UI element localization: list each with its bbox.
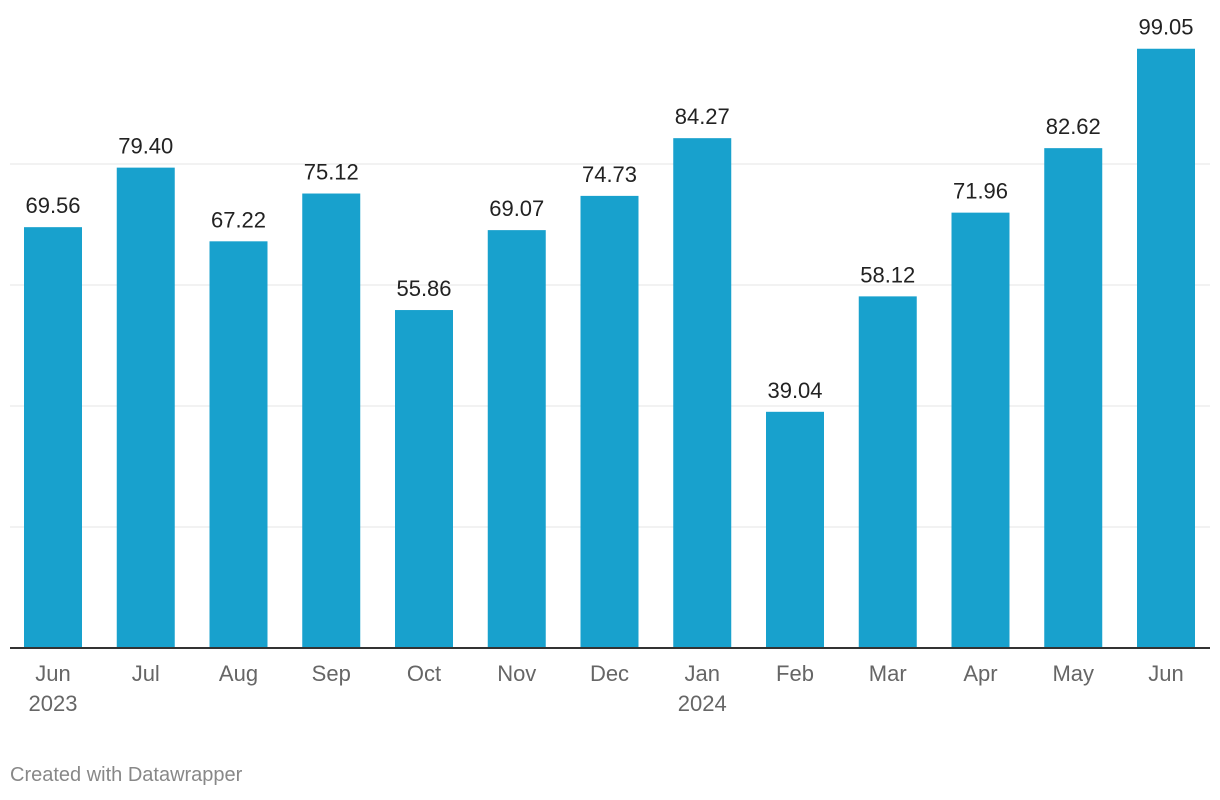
bar-13 [1137,48,1195,649]
x-tick-label-5: Oct [407,661,441,686]
x-tick-label-13: Jun [1148,661,1183,686]
bar-2 [116,167,175,648]
bar-chart: 69.56 Jun 2023 79.40 Jul 67.22 Aug 75.12 Sep 55.8… [10,15,1210,716]
value-label-4: 75.12 [304,160,359,185]
x-tick-label-11: Apr [963,661,997,686]
x-tick-label-9: Feb [776,661,814,686]
x-tick-label-1-year: 2023 [29,691,78,716]
x-tick-label-7: Dec [590,661,629,686]
value-label-1: 69.56 [25,193,80,218]
credit-text[interactable]: Created with Datawrapper [10,764,243,786]
x-tick-label-3: Aug [219,661,258,686]
x-tick-label-10: Mar [869,661,907,686]
value-label-13: 99.05 [1138,15,1193,40]
value-label-3: 67.22 [211,207,266,232]
x-tick-label-8-year: 2024 [678,691,727,716]
x-tick-label-2: Jul [132,661,160,686]
value-label-8: 84.27 [675,104,730,129]
bar-5 [395,310,453,648]
x-tick-label-4: Sep [312,661,351,686]
bar-7 [580,195,639,649]
bar-1 [24,227,82,649]
bar-8 [673,138,732,648]
value-label-6: 69.07 [489,196,544,221]
value-label-10: 58.12 [860,262,915,287]
bar-4 [302,193,361,649]
bar-12 [1044,148,1103,649]
value-label-2: 79.40 [118,134,173,159]
x-tick-label-8: Jan [685,661,720,686]
x-tick-label-6: Nov [497,661,536,686]
value-label-5: 55.86 [396,276,451,301]
x-tick-label-1: Jun [35,661,70,686]
bar-3 [209,241,268,648]
value-label-12: 82.62 [1046,114,1101,139]
value-label-9: 39.04 [767,378,822,403]
value-label-11: 71.96 [953,179,1008,204]
x-tick-label-12: May [1052,661,1094,686]
bar-10 [858,296,917,648]
value-label-7: 74.73 [582,162,637,187]
bar-11 [951,212,1010,648]
bar-6 [487,230,546,648]
bar-9 [766,411,824,648]
